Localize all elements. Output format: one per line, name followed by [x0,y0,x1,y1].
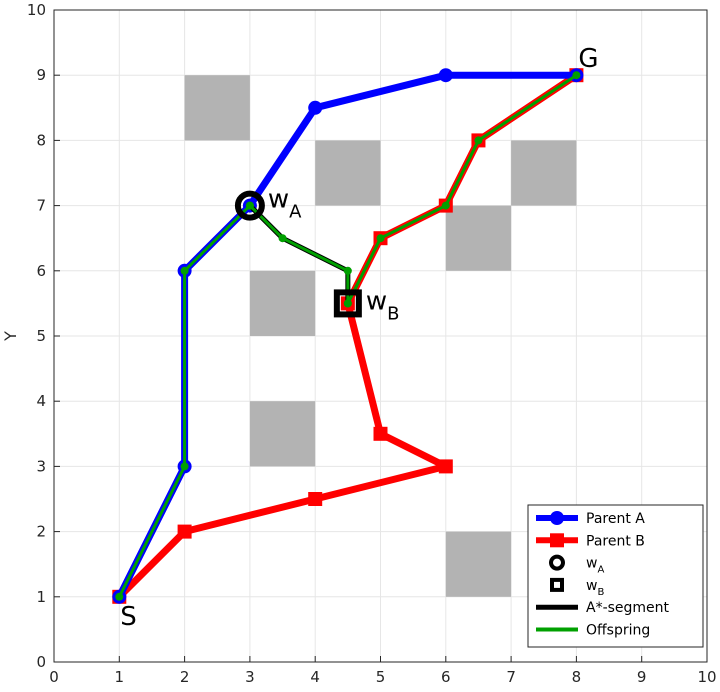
x-tick-label: 1 [115,668,125,686]
obstacle-cell [511,140,577,206]
x-tick-label: 5 [376,668,386,686]
legend-label: A*-segment [586,600,670,616]
parent-a-point [438,68,453,83]
y-tick-label: 7 [36,197,46,215]
x-tick-label: 10 [697,668,716,686]
waypoint-label-sub: B [387,303,399,324]
annotation-g: G [578,44,598,74]
offspring-point [572,71,581,80]
parent-b-point [373,426,388,441]
tick-labels: 0 1 2 3 4 5 6 7 8 9 10 0 1 2 3 4 5 6 7 8 9 10 [27,1,717,686]
x-tick-label: 2 [180,668,190,686]
y-tick-label: 2 [36,523,46,541]
annotations: SG [120,44,598,632]
parent-a-point [308,100,323,115]
obstacle-cell [249,270,316,336]
y-tick-label: 10 [27,1,46,19]
waypoint-a-center [245,201,254,210]
offspring-point [474,136,483,145]
legend-box [527,504,704,648]
offspring-point [376,234,385,243]
obstacle-cell [184,75,250,141]
legend-label: Parent B [586,533,645,549]
legend-swatch-marker [550,533,564,548]
offspring-point [180,462,189,471]
obstacle-cell [249,401,316,467]
offspring-point [343,266,352,275]
x-tick-label: 8 [572,668,582,686]
legend-label: Parent A [586,511,645,527]
y-axis-label: Y [1,331,20,342]
x-tick-label: 4 [310,668,320,686]
x-tick-label: 6 [441,668,451,686]
y-tick-label: 0 [36,653,46,671]
offspring-point [115,592,124,601]
y-tick-label: 6 [36,262,46,280]
legend-swatch-marker [550,511,564,525]
y-tick-label: 9 [36,66,46,84]
y-tick-label: 5 [36,327,46,345]
offspring-point [278,234,287,243]
obstacles [184,75,577,597]
y-tick-label: 8 [36,131,46,149]
parent-b-point [308,492,323,506]
waypoint-b-marker [333,289,362,318]
y-tick-label: 3 [36,457,46,475]
y-tick-label: 1 [36,588,46,606]
parent-b-point [177,524,192,539]
x-tick-label: 7 [506,668,516,686]
legend-label-sub: B [597,587,604,598]
x-tick-label: 9 [637,668,647,686]
x-tick-label: 3 [245,668,255,686]
obstacle-cell [445,205,512,271]
x-tick-label: 0 [49,668,59,686]
offspring-point [441,201,450,210]
legend-swatch-marker [550,577,564,592]
waypoint-b-center [343,299,352,308]
waypoint-a-marker [234,190,265,221]
annotation-s: S [120,602,137,632]
legend-label-sub: A [597,565,604,576]
parent-b-point [438,459,453,474]
y-tick-label: 4 [36,392,46,410]
legend-swatch-marker [549,554,565,571]
waypoint-label-sub: A [289,202,302,223]
obstacle-cell [445,531,512,597]
obstacle-cell [315,140,381,206]
offspring-point [180,266,189,275]
legend-label: Offspring [586,623,650,639]
